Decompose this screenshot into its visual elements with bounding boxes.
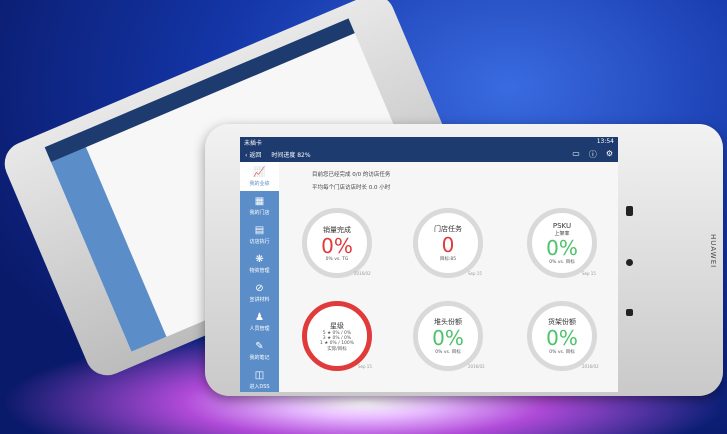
- info-line: 平均每个门店访店时长 0.0 小时: [312, 185, 391, 191]
- card-store-tasks[interactable]: 门店任务 0 目标:85: [413, 208, 483, 278]
- app-header: ‹ 返回 时间进度 82% ▭ ⓘ ⚙: [240, 147, 618, 162]
- brand-logo: HUAWEI: [709, 234, 717, 269]
- card-sub: 0% vs. 目标: [549, 259, 575, 265]
- star-row: 5 ★ 0% / 0%: [322, 330, 352, 336]
- grid-icon: ❋: [255, 253, 264, 265]
- card-title: PSKU: [552, 221, 572, 230]
- help-icon[interactable]: ⓘ: [588, 150, 597, 159]
- message-icon[interactable]: ▭: [572, 149, 580, 158]
- sidebar-item-materials[interactable]: ❋ 物资管理: [240, 249, 279, 278]
- chart-icon: 📈: [253, 166, 266, 178]
- card-sub: 目标:85: [439, 257, 457, 262]
- paperclip-icon: ⊘: [255, 282, 264, 294]
- home-button[interactable]: [626, 259, 633, 266]
- menu-button[interactable]: [626, 309, 633, 316]
- card-sub: 实际/目标: [327, 346, 347, 352]
- back-button[interactable]: ‹ 返回: [245, 152, 262, 159]
- sidebar-item-stores[interactable]: ▦ 我的门店: [240, 191, 279, 220]
- back-label: 返回: [249, 152, 262, 159]
- sidebar-item-performance[interactable]: 📈 我的业绩: [240, 162, 279, 191]
- tablet: 未插卡 13:54 ‹ 返回 时间进度 82% ▭ ⓘ ⚙ 📈 我的业绩 ▦ 我的门…: [205, 124, 723, 396]
- sidebar-item-label: 进入DSS: [249, 383, 270, 390]
- people-icon: ♟: [255, 311, 264, 323]
- card-title: 星级: [330, 321, 344, 330]
- card-value: 0%: [546, 235, 578, 260]
- sidebar: 📈 我的业绩 ▦ 我的门店 ▤ 访店执行 ❋ 物资管理 ⊘ 宣讲材料 ♟ 人员管理 ✎ 我的笔…: [240, 162, 279, 392]
- card-date: Sep 15: [468, 271, 482, 276]
- time-progress: 时间进度 82%: [271, 152, 311, 159]
- card-sub: 0% vs. TG: [325, 256, 349, 262]
- star-row: 3 ★ 0% / 0%: [322, 335, 352, 341]
- card-value: 0%: [321, 233, 353, 258]
- star-row: 1 ★ 0% / 100%: [319, 340, 355, 346]
- card-title: 销量完成: [323, 225, 351, 234]
- sidebar-item-label: 我的笔记: [249, 354, 270, 361]
- carrier-label: 未插卡: [244, 140, 263, 147]
- sidebar-item-label: 宣讲材料: [249, 296, 270, 303]
- card-value: 0%: [432, 326, 464, 350]
- card-title: 门店任务: [434, 225, 462, 233]
- info-line: 目前您已经完成 0/0 的访店任务: [312, 172, 391, 178]
- card-date: 2016/02: [354, 271, 371, 276]
- note-icon: ✎: [255, 340, 264, 352]
- card-subtitle: 上架率: [554, 230, 570, 237]
- card-sub: 0% vs. 目标: [435, 350, 461, 355]
- sidebar-item-staff[interactable]: ♟ 人员管理: [240, 307, 279, 336]
- store-icon: ▦: [254, 195, 265, 207]
- card-date: Sep 15: [358, 364, 372, 369]
- sidebar-item-label: 访店执行: [249, 238, 270, 245]
- clipboard-icon: ▤: [254, 224, 265, 236]
- camera-icon: [626, 206, 633, 216]
- clock: 13:54: [596, 138, 614, 145]
- card-star-level[interactable]: 星级 5 ★ 0% / 0% 3 ★ 0% / 0% 1 ★ 0% / 100%…: [302, 301, 372, 371]
- gear-icon[interactable]: ⚙: [605, 149, 613, 158]
- card-date: 2016/02: [468, 364, 485, 369]
- sidebar-item-notes[interactable]: ✎ 我的笔记: [240, 336, 279, 365]
- sidebar-item-label: 物资管理: [249, 267, 270, 274]
- background-tablet-sidebar: [44, 132, 167, 352]
- card-value: 0%: [546, 326, 578, 350]
- sidebar-item-label: 人员管理: [249, 325, 270, 332]
- card-display-share[interactable]: 堆头份额 0% 0% vs. 目标: [413, 301, 483, 371]
- sidebar-item-label: 我的业绩: [249, 180, 270, 187]
- sidebar-item-presentation[interactable]: ⊘ 宣讲材料: [240, 278, 279, 307]
- app-screen: 未插卡 13:54 ‹ 返回 时间进度 82% ▭ ⓘ ⚙ 📈 我的业绩 ▦ 我的门…: [240, 137, 618, 392]
- card-date: Sep 15: [582, 271, 596, 276]
- card-psku[interactable]: PSKU 上架率 0% 0% vs. 目标: [527, 208, 597, 278]
- card-date: 2016/02: [582, 364, 599, 369]
- card-title: 堆头份额: [434, 318, 462, 326]
- card-sub: 0% vs. 目标: [549, 350, 575, 355]
- card-title: 货架份额: [548, 318, 576, 326]
- card-shelf-share[interactable]: 货架份额 0% 0% vs. 目标: [527, 301, 597, 371]
- dss-icon: ◫: [254, 369, 265, 381]
- card-sales[interactable]: 销量完成 0% 0% vs. TG: [302, 208, 372, 278]
- status-bar: 未插卡 13:54: [240, 137, 618, 147]
- sidebar-item-visit[interactable]: ▤ 访店执行: [240, 220, 279, 249]
- sidebar-item-label: 我的门店: [249, 209, 270, 216]
- sidebar-item-dss[interactable]: ◫ 进入DSS: [240, 365, 279, 394]
- card-value: 0: [441, 233, 455, 257]
